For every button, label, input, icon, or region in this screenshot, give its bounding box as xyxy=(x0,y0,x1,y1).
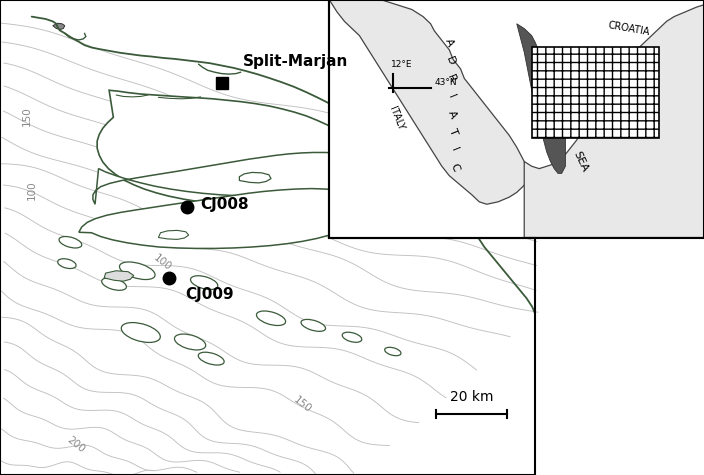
Polygon shape xyxy=(329,0,528,204)
Text: A: A xyxy=(444,38,455,48)
Bar xyxy=(329,0,704,238)
Ellipse shape xyxy=(120,262,155,279)
Text: 20 km: 20 km xyxy=(450,390,494,404)
Text: 150: 150 xyxy=(22,106,32,126)
Text: 200: 200 xyxy=(65,435,87,455)
Polygon shape xyxy=(517,24,565,173)
Ellipse shape xyxy=(191,276,218,289)
Text: 12°E: 12°E xyxy=(391,60,413,69)
Polygon shape xyxy=(79,189,372,248)
Ellipse shape xyxy=(175,334,206,350)
Text: A: A xyxy=(446,109,458,119)
Polygon shape xyxy=(0,0,535,475)
Text: 43°N: 43°N xyxy=(434,78,457,87)
Text: ITALY: ITALY xyxy=(388,105,406,132)
Text: T: T xyxy=(447,127,459,137)
Text: 100: 100 xyxy=(27,180,37,200)
Text: SEA: SEA xyxy=(571,150,589,173)
Ellipse shape xyxy=(301,319,325,332)
Polygon shape xyxy=(239,172,271,183)
Text: CROATIA: CROATIA xyxy=(608,20,650,37)
Text: D: D xyxy=(444,55,456,66)
Text: CJ008: CJ008 xyxy=(201,197,249,212)
Text: 150: 150 xyxy=(292,395,313,415)
Ellipse shape xyxy=(101,278,127,290)
Ellipse shape xyxy=(121,323,161,342)
Ellipse shape xyxy=(59,237,82,248)
Polygon shape xyxy=(104,271,134,281)
Ellipse shape xyxy=(199,352,224,365)
Text: C: C xyxy=(448,162,460,173)
Ellipse shape xyxy=(384,347,401,356)
Polygon shape xyxy=(53,23,65,29)
Bar xyxy=(532,48,659,138)
Polygon shape xyxy=(97,90,367,208)
Ellipse shape xyxy=(342,332,362,342)
Polygon shape xyxy=(158,230,189,239)
Text: I: I xyxy=(448,146,459,153)
Text: 100: 100 xyxy=(151,252,172,272)
Bar xyxy=(329,0,704,238)
Text: CJ009: CJ009 xyxy=(185,287,234,303)
Ellipse shape xyxy=(256,311,286,325)
Text: Split-Marjan: Split-Marjan xyxy=(243,54,348,69)
Text: R: R xyxy=(445,73,457,84)
Text: I: I xyxy=(446,93,457,100)
Ellipse shape xyxy=(58,259,76,268)
Polygon shape xyxy=(524,5,704,238)
Polygon shape xyxy=(93,152,373,204)
